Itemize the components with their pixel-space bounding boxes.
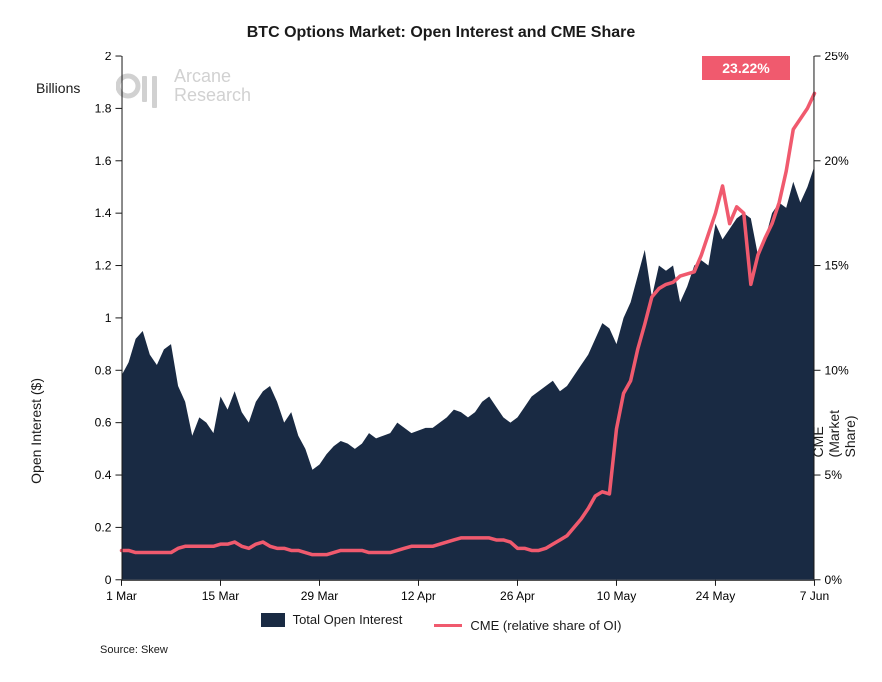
legend-item-area: Total Open Interest bbox=[261, 612, 403, 627]
y1-axis-label: Open Interest ($) bbox=[28, 378, 44, 484]
chart-title: BTC Options Market: Open Interest and CM… bbox=[0, 24, 882, 42]
y1-tick-label: 1.8 bbox=[95, 101, 112, 115]
x-tick-label: 29 Mar bbox=[301, 589, 339, 603]
x-tick-label: 7 Jun bbox=[800, 589, 830, 603]
x-tick-label: 1 Mar bbox=[106, 589, 137, 603]
y2-tick-label: 0% bbox=[825, 573, 843, 587]
x-tick-label: 24 May bbox=[696, 589, 737, 603]
chart-plot-area: 00.20.40.60.811.21.41.61.820%5%10%15%20%… bbox=[52, 52, 882, 610]
x-tick-label: 10 May bbox=[597, 589, 638, 603]
legend-label-area: Total Open Interest bbox=[293, 612, 403, 627]
y2-tick-label: 10% bbox=[825, 363, 849, 377]
final-value-callout: 23.22% bbox=[702, 56, 790, 80]
y2-tick-label: 5% bbox=[825, 468, 843, 482]
legend-swatch-line bbox=[434, 624, 462, 627]
y1-tick-label: 0.8 bbox=[95, 363, 112, 377]
y1-tick-label: 1 bbox=[105, 311, 112, 325]
y1-tick-label: 1.2 bbox=[95, 259, 112, 273]
y2-tick-label: 15% bbox=[825, 259, 849, 273]
y2-tick-label: 25% bbox=[825, 52, 849, 63]
y2-tick-label: 20% bbox=[825, 154, 849, 168]
y1-tick-label: 1.6 bbox=[95, 154, 112, 168]
source-label: Source: Skew bbox=[100, 644, 168, 656]
x-tick-label: 15 Mar bbox=[202, 589, 240, 603]
y1-tick-label: 0.2 bbox=[95, 520, 112, 534]
chart-legend: Total Open Interest CME (relative share o… bbox=[0, 612, 882, 633]
y1-tick-label: 0.6 bbox=[95, 416, 112, 430]
y1-tick-label: 0 bbox=[105, 573, 112, 587]
y1-tick-label: 0.4 bbox=[95, 468, 112, 482]
x-tick-label: 12 Apr bbox=[401, 589, 436, 603]
y1-tick-label: 2 bbox=[105, 52, 112, 63]
legend-item-line: CME (relative share of OI) bbox=[434, 618, 621, 633]
legend-swatch-area bbox=[261, 613, 285, 627]
y1-tick-label: 1.4 bbox=[95, 206, 112, 220]
legend-label-line: CME (relative share of OI) bbox=[470, 618, 621, 633]
x-tick-label: 26 Apr bbox=[500, 589, 535, 603]
chart-container: BTC Options Market: Open Interest and CM… bbox=[0, 0, 882, 682]
